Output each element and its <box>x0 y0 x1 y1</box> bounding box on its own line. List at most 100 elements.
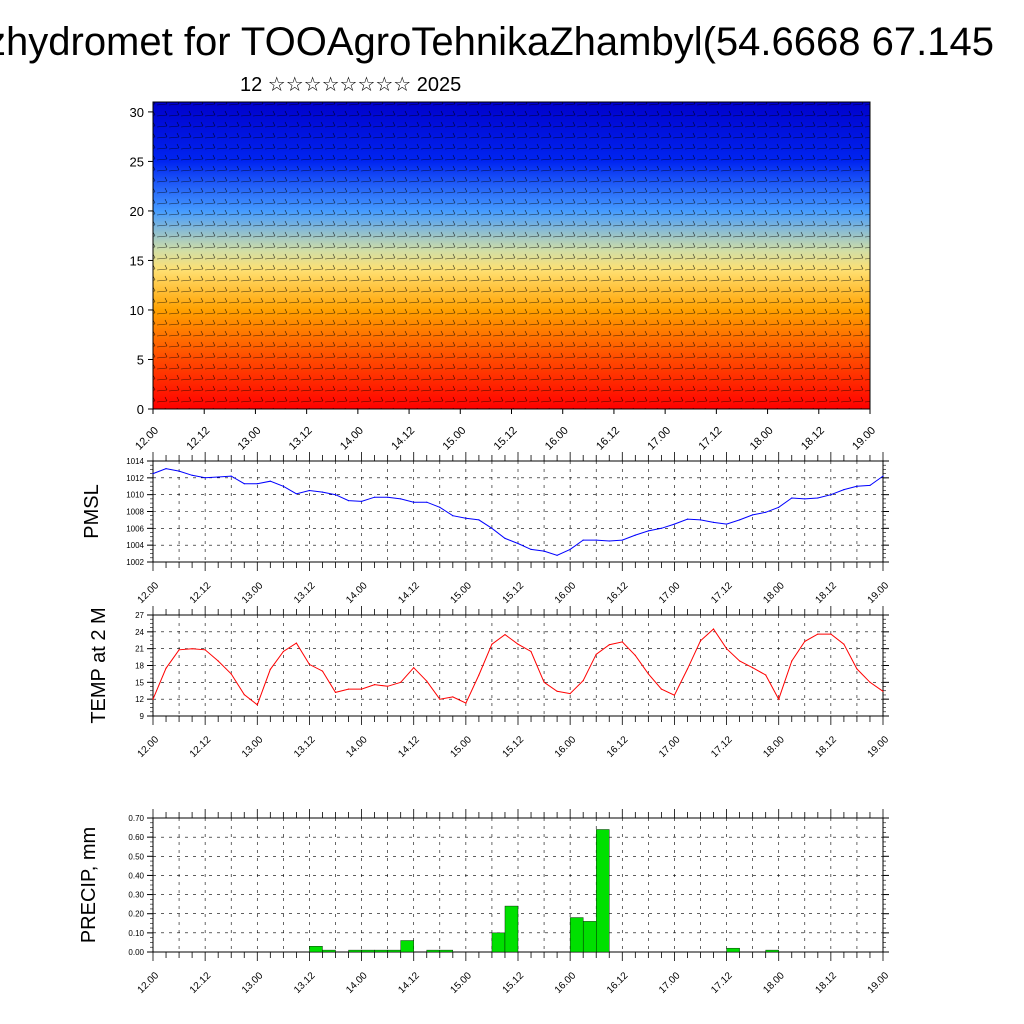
precip-x-tick-label: 12.12 <box>188 970 214 996</box>
pmsl-point <box>712 521 715 524</box>
pmsl-x-tick-label: 13.12 <box>292 580 318 606</box>
temp-point <box>530 650 532 653</box>
precip-y-tick-label: 0.30 <box>128 891 144 900</box>
pmsl-point <box>374 496 376 498</box>
pmsl-x-tick-label: 13.00 <box>240 580 266 606</box>
pmsl-point <box>178 470 180 472</box>
precip-x-tick-label: 15.12 <box>501 970 527 996</box>
pmsl-point <box>543 550 545 552</box>
temp-point <box>543 681 545 683</box>
temp-point <box>204 649 206 651</box>
pmsl-point <box>217 476 219 478</box>
precip-bar <box>309 946 323 953</box>
temp-point <box>856 668 858 670</box>
pmsl-point <box>752 514 754 516</box>
pmsl-point <box>595 539 597 541</box>
temp-point <box>334 691 337 694</box>
temp-point <box>634 654 636 657</box>
temp-y-tick-label: 15 <box>135 678 144 687</box>
pmsl-point <box>269 480 271 482</box>
pmsl-x-tick-label: 19.00 <box>866 580 892 606</box>
temp-point <box>256 704 258 706</box>
pmsl-point <box>804 498 806 500</box>
pmsl-point <box>243 483 245 485</box>
pmsl-x-tick-label: 16.12 <box>605 580 631 606</box>
temp-point <box>869 681 871 683</box>
pmsl-point <box>334 494 337 496</box>
pmsl-point <box>152 473 154 475</box>
temp-point <box>830 633 832 635</box>
temp-point <box>282 650 284 653</box>
temp-point <box>152 698 154 700</box>
cs-x-tick-label: 13.00 <box>236 425 264 453</box>
pmsl-x-tick-label: 17.00 <box>657 580 683 606</box>
precip-bar <box>504 905 519 953</box>
precip-bar <box>596 829 610 953</box>
pmsl-y-tick-label: 1008 <box>126 508 144 517</box>
precip-bar <box>726 947 740 953</box>
temp-point <box>452 696 454 698</box>
temp-x-tick-label: 16.12 <box>605 734 631 760</box>
precip-y-tick-label: 0.60 <box>128 833 144 842</box>
pmsl-y-tick-label: 1002 <box>126 558 144 567</box>
pmsl-point <box>400 498 402 500</box>
chart-title: zhydromet for TOOAgroTehnikaZhambyl(54.6… <box>0 20 994 64</box>
pmsl-point <box>295 493 297 495</box>
pmsl-point <box>530 548 532 551</box>
temp-point <box>465 702 467 704</box>
pmsl-point <box>452 515 454 517</box>
temp-x-tick-label: 14.12 <box>396 734 422 760</box>
temp-point <box>243 694 245 696</box>
temp-point <box>595 653 597 655</box>
pmsl-y-tick-label: 1006 <box>126 524 144 533</box>
temp-point <box>491 643 493 645</box>
pmsl-y-tick-label: 1014 <box>126 457 144 466</box>
pmsl-point <box>556 554 558 556</box>
pmsl-point <box>582 539 584 541</box>
temp-y-tick-label: 12 <box>135 695 144 704</box>
cs-y-tick-label: 15 <box>130 253 144 268</box>
temp-point <box>478 674 480 676</box>
temp-point <box>556 690 558 692</box>
precip-bar <box>582 921 597 953</box>
pmsl-point <box>856 485 858 487</box>
pmsl-point <box>726 523 728 525</box>
temp-point <box>413 667 415 669</box>
pmsl-point <box>817 497 819 499</box>
pmsl-x-tick-label: 18.00 <box>761 580 787 606</box>
temp-x-tick-label: 19.00 <box>866 734 892 760</box>
pmsl-x-tick-label: 15.00 <box>449 580 475 606</box>
temp-point <box>686 668 689 670</box>
pmsl-x-tick-label: 16.00 <box>553 580 579 606</box>
precip-y-tick-label: 0.00 <box>128 948 144 957</box>
temp-point <box>699 640 702 642</box>
precip-bar <box>348 949 362 953</box>
pmsl-y-tick-label: 1004 <box>126 541 144 550</box>
pmsl-point <box>478 519 480 521</box>
pmsl-point <box>686 518 689 520</box>
pmsl-point <box>361 500 363 502</box>
temp-y-tick-label: 21 <box>135 645 144 654</box>
pmsl-point <box>647 530 650 532</box>
temp-point <box>778 698 780 700</box>
precip-x-tick-label: 13.00 <box>240 970 266 996</box>
temp-point <box>517 643 519 645</box>
cs-y-tick-label: 20 <box>130 204 144 219</box>
precip-bar <box>361 949 375 953</box>
precip-y-tick-label: 0.20 <box>128 910 144 919</box>
pmsl-point <box>165 468 167 470</box>
temp-point <box>765 674 767 676</box>
temp-x-tick-label: 18.12 <box>814 734 840 760</box>
precip-x-tick-label: 14.00 <box>344 970 370 996</box>
pmsl-point <box>491 527 493 529</box>
cs-y-tick-label: 10 <box>130 303 144 318</box>
precip-x-tick-label: 17.12 <box>709 970 735 996</box>
precip-x-tick-label: 19.00 <box>866 970 892 996</box>
temp-point <box>621 641 623 643</box>
temp-y-label: TEMP at 2 M <box>88 607 110 723</box>
precip-x-tick-label: 16.00 <box>553 970 579 996</box>
precip-x-tick-label: 15.00 <box>449 970 475 996</box>
pmsl-point <box>517 542 519 545</box>
cs-y-tick-label: 5 <box>137 352 144 367</box>
